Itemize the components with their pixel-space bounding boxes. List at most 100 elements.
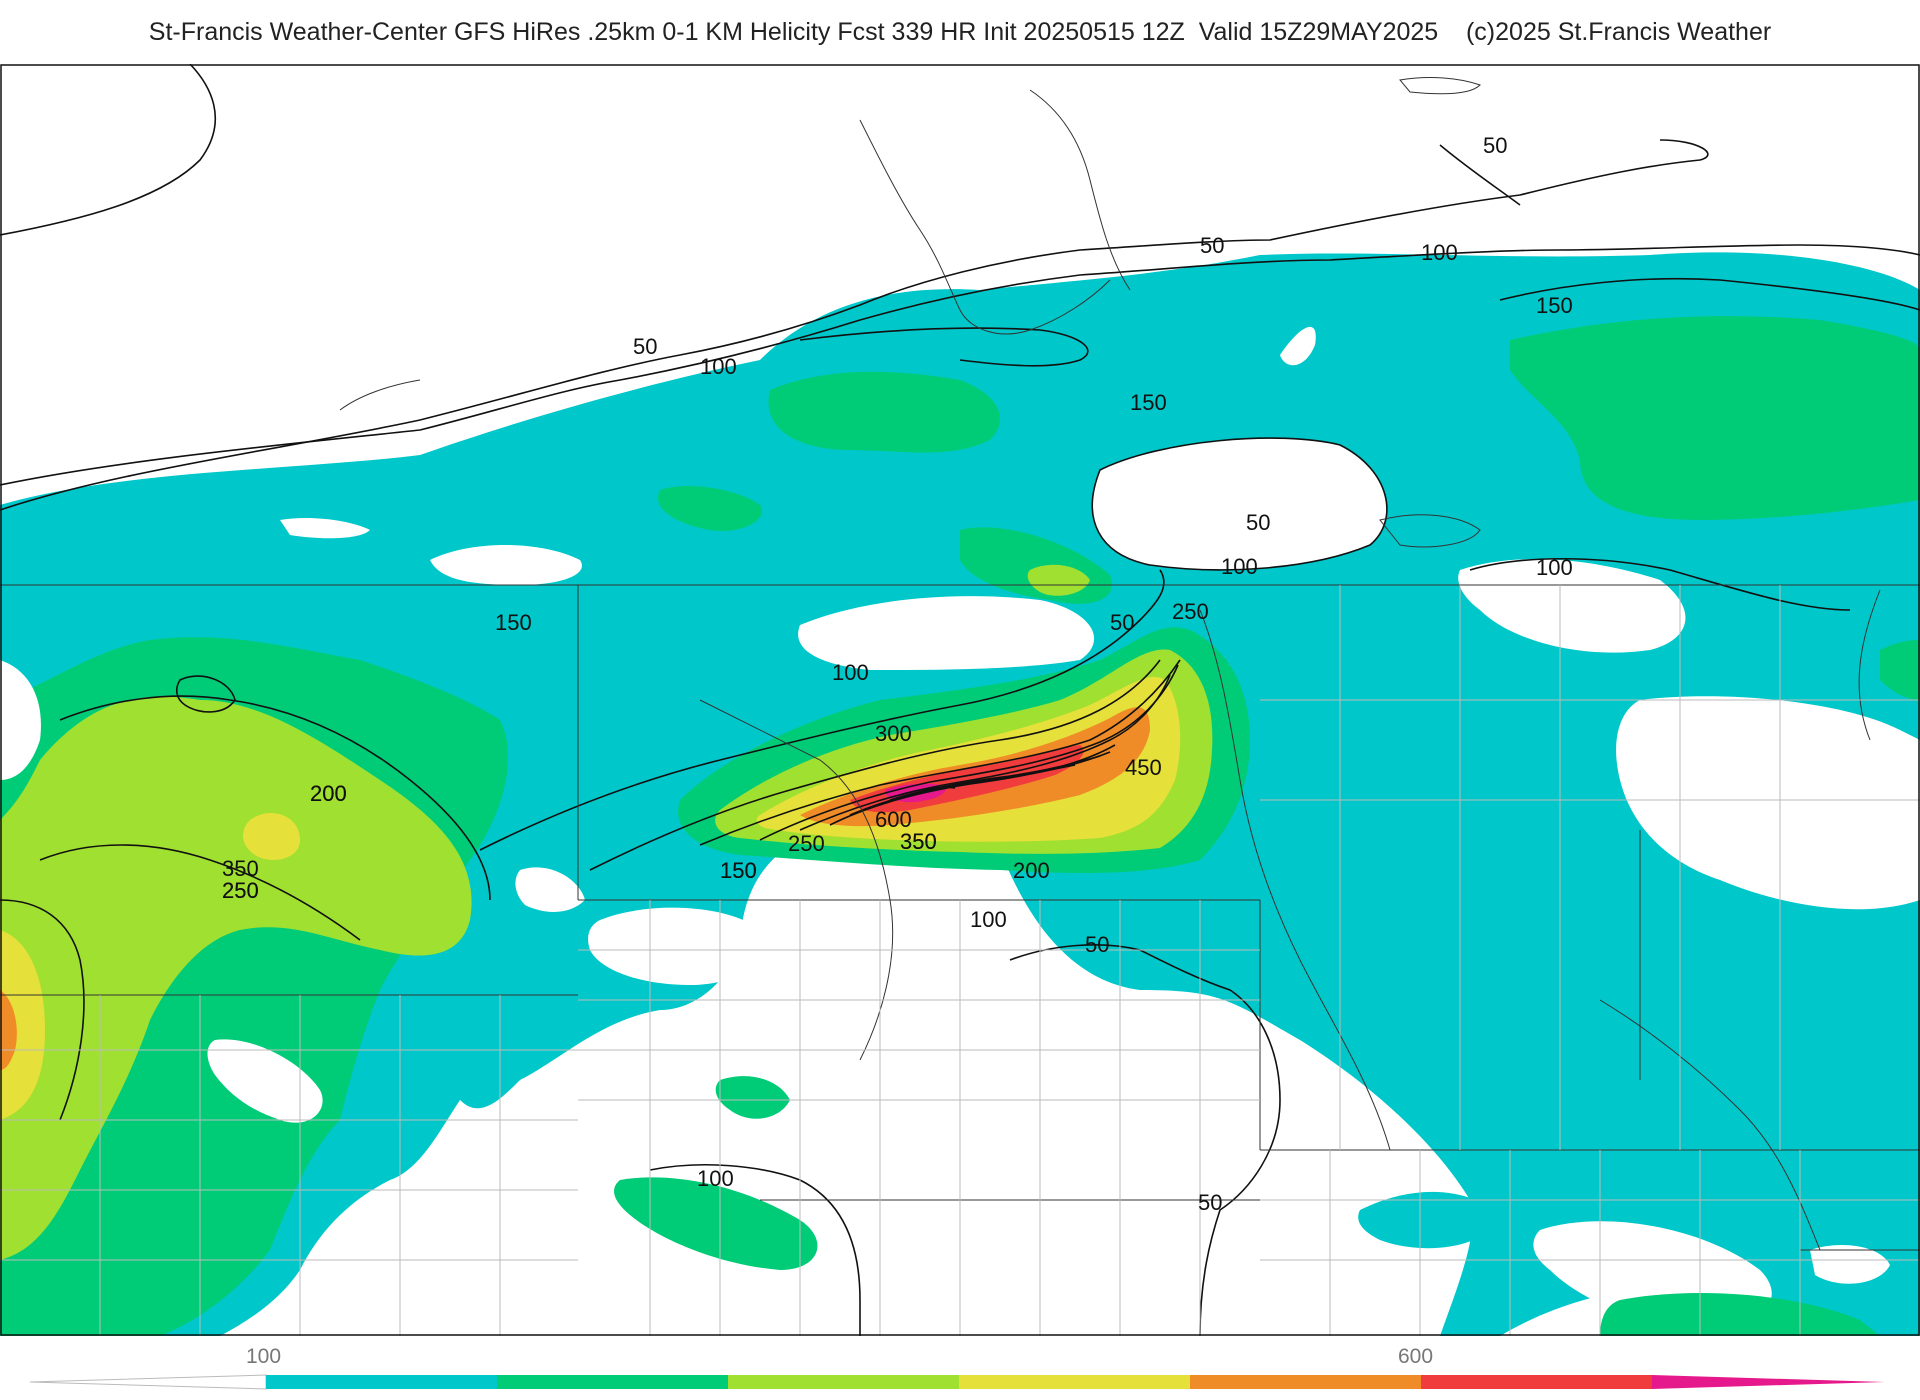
contour-350-core — [829, 744, 1116, 826]
contour-label: 150 — [495, 610, 532, 635]
map-title: St-Francis Weather-Center GFS HiRes .25k… — [148, 18, 1772, 46]
contour-50-void-outline — [1091, 437, 1388, 571]
contour-label: 250 — [222, 878, 259, 903]
contour-label: 50 — [1483, 133, 1507, 158]
contour-200-core — [699, 659, 1181, 846]
contour-50-south — [1009, 944, 1281, 1336]
contour-label: 100 — [1536, 555, 1573, 580]
contour-150-east — [1499, 277, 1920, 311]
contour-label: 150 — [1536, 293, 1573, 318]
contour-label: 450 — [1125, 755, 1162, 780]
colorbar: 100 600 — [29, 1345, 1885, 1390]
contour-label: 100 — [700, 354, 737, 379]
fill-white-west-hole — [207, 1039, 323, 1123]
fill-teal-southeast — [1358, 1191, 1500, 1249]
fill-white-void-5 — [1616, 696, 1920, 910]
contour-label: 50 — [633, 334, 657, 359]
contour-100-north — [0, 244, 1920, 486]
lake-winnipeg — [339, 379, 421, 411]
fill-lime-west-small — [396, 876, 455, 912]
colorbar-segment — [1190, 1375, 1421, 1389]
colorbar-segments — [29, 1374, 1885, 1390]
contour-50-north — [0, 64, 217, 236]
fill-green-east — [1510, 316, 1920, 520]
fill-white-void-9 — [588, 907, 762, 985]
contour-label: 50 — [1200, 233, 1224, 258]
fill-green-south-2 — [614, 1177, 818, 1270]
colorbar-segment — [959, 1375, 1190, 1389]
contour-label: 250 — [788, 831, 825, 856]
coast-north-island — [1399, 77, 1481, 95]
contour-label: 350 — [900, 829, 937, 854]
contour-150-north — [799, 327, 1089, 367]
river-missouri — [699, 699, 894, 1061]
colorbar-segment — [266, 1375, 497, 1389]
contour-label: 600 — [875, 807, 912, 832]
fill-white-void-4 — [1458, 559, 1686, 653]
contour-west-2 — [39, 844, 361, 941]
colorbar-segment — [1421, 1375, 1652, 1389]
contour-label: 50 — [1085, 932, 1109, 957]
contour-west-3 — [0, 899, 85, 1121]
contour-label: 350 — [900, 829, 937, 854]
contour-label: 150 — [720, 858, 757, 883]
fill-green-southeast — [1600, 1292, 1880, 1336]
contour-label: 50 — [1246, 510, 1270, 535]
fill-lime-north — [1027, 564, 1090, 596]
contour-west-1 — [59, 695, 491, 901]
contour-label: 100 — [1221, 554, 1258, 579]
contour-label: 150 — [1130, 390, 1167, 415]
county-lines-3 — [0, 995, 578, 1336]
great-lakes — [1379, 514, 1481, 548]
fill-white-void-3 — [798, 596, 1095, 670]
colorbar-tick-label: 100 — [246, 1345, 281, 1368]
contour-label-layer: 50 100 150 50 100 150 50 100 150 200 250… — [222, 133, 1573, 1215]
contour-lines — [0, 64, 1920, 1336]
contour-label: 50 — [1110, 610, 1134, 635]
fill-white-void-13 — [1006, 1257, 1080, 1324]
fill-white-void-12 — [637, 1097, 760, 1171]
contour-100-around-core — [479, 569, 1165, 851]
colorbar-low-arrow — [29, 1374, 267, 1390]
colorbar-segment — [1652, 1375, 1885, 1389]
river-mississippi — [1199, 609, 1391, 1151]
contour-label: 250 — [222, 878, 259, 903]
contour-300-core — [799, 674, 1171, 831]
colorbar-segment — [497, 1375, 728, 1389]
contour-label: 100 — [970, 907, 1007, 932]
colorbar-tick-label: 600 — [1398, 1345, 1433, 1368]
geography-layer — [0, 77, 1920, 1336]
contour-600-core — [899, 786, 956, 796]
fill-white-void-15 — [1810, 1245, 1890, 1284]
fill-white-void-2 — [1280, 326, 1316, 366]
colorbar-segment — [728, 1375, 959, 1389]
coast-hudson-2 — [1029, 89, 1131, 291]
contour-label: 300 — [875, 721, 912, 746]
contour-label: 350 — [222, 856, 259, 881]
contour-label: 150 — [720, 858, 757, 883]
contour-100-east — [1469, 558, 1851, 611]
contour-50-mid — [0, 139, 1709, 511]
contour-label: 100 — [1421, 240, 1458, 265]
fill-yellow-edge — [0, 930, 45, 1120]
fill-white-void-7 — [430, 545, 582, 585]
contour-label: 200 — [1013, 858, 1050, 883]
fill-green-east-edge — [1880, 640, 1920, 700]
contour-label: 250 — [1172, 599, 1209, 624]
contour-150-core — [589, 659, 1161, 871]
contour-label: 100 — [697, 1166, 734, 1191]
fill-yellow-west — [243, 812, 300, 860]
coast-east — [1858, 589, 1881, 741]
contour-50-north-east — [1439, 144, 1521, 206]
fill-white-void-6 — [280, 518, 370, 539]
contour-label: 100 — [832, 660, 869, 685]
map-frame — [0, 64, 1920, 1336]
fill-lime-west — [0, 696, 472, 1260]
contour-label: 50 — [1198, 1190, 1222, 1215]
county-lines-4 — [1260, 585, 1920, 1150]
helicity-map: 50 100 150 50 100 150 50 100 150 200 250… — [0, 64, 1920, 1336]
coast-hudson — [859, 119, 1111, 335]
county-lines-1 — [578, 900, 1260, 1336]
contour-west-4 — [175, 675, 236, 713]
contour-label: 200 — [310, 781, 347, 806]
